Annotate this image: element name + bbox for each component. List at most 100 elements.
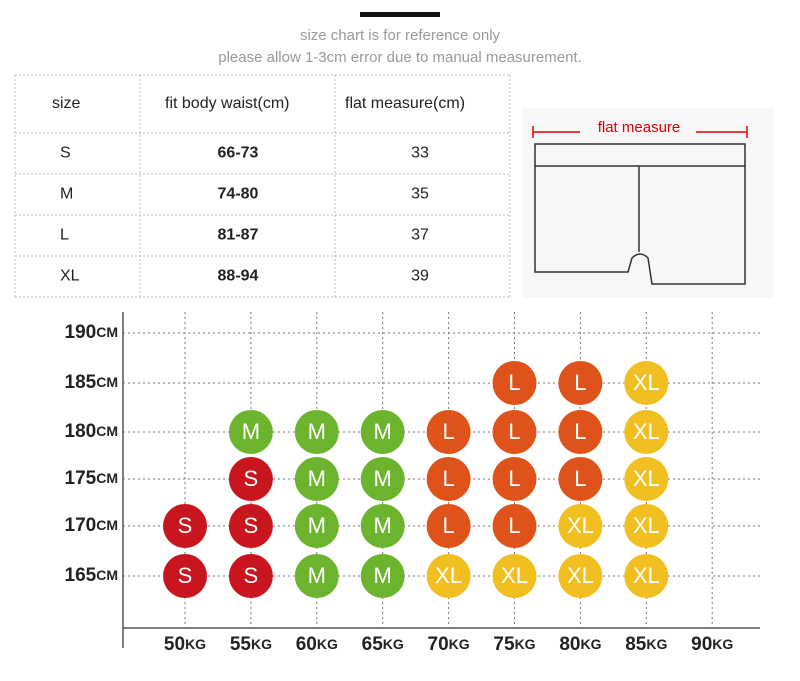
size-badge — [558, 554, 603, 598]
height-label: 165CM — [65, 565, 118, 586]
size-badge-label: L — [574, 466, 586, 491]
size-badge-label: M — [242, 419, 260, 444]
height-label: 185CM — [65, 372, 118, 393]
size-badge-label: L — [442, 513, 454, 538]
table-header: size — [52, 95, 81, 112]
weight-value: 60 — [296, 634, 317, 655]
size-badge — [294, 410, 339, 454]
size-badge-label: M — [308, 419, 326, 444]
height-label: 190CM — [65, 322, 118, 343]
table-header: flat measure(cm) — [345, 95, 465, 112]
size-badge-label: M — [374, 513, 392, 538]
table-cell: 37 — [411, 227, 429, 244]
size-badge-label: S — [244, 466, 259, 491]
size-badge — [492, 504, 537, 548]
size-badge-label: XL — [633, 370, 660, 395]
size-badge-label: L — [508, 370, 520, 395]
table-cell: 35 — [411, 186, 429, 203]
height-label: 180CM — [65, 421, 118, 442]
table-cell: 33 — [411, 145, 429, 162]
height-unit: CM — [96, 423, 118, 439]
table-cell: L — [60, 227, 69, 244]
size-badge-label: XL — [633, 419, 660, 444]
size-badge — [492, 410, 537, 454]
height-unit: CM — [96, 517, 118, 533]
size-badge-label: S — [178, 563, 193, 588]
size-badge-label: S — [244, 513, 259, 538]
weight-unit: KG — [251, 636, 272, 652]
size-badge — [426, 504, 471, 548]
weight-label: 55KG — [230, 634, 272, 655]
height-value: 185 — [65, 372, 97, 393]
height-unit: CM — [96, 470, 118, 486]
size-badge-label: S — [244, 563, 259, 588]
weight-label: 80KG — [559, 634, 601, 655]
weight-value: 65 — [362, 634, 384, 655]
size-badge-label: L — [574, 370, 586, 395]
size-badge — [228, 410, 273, 454]
weight-label: 85KG — [625, 634, 667, 655]
weight-unit: KG — [515, 636, 536, 652]
size-badge-label: M — [374, 563, 392, 588]
size-badge-label: L — [508, 466, 520, 491]
weight-unit: KG — [580, 636, 601, 652]
size-badge-label: XL — [633, 513, 660, 538]
weight-unit: KG — [383, 636, 404, 652]
size-badge-label: L — [442, 419, 454, 444]
size-badge — [228, 554, 273, 598]
weight-unit: KG — [317, 636, 338, 652]
weight-value: 80 — [559, 634, 580, 655]
top-bar — [360, 12, 440, 17]
weight-unit: KG — [449, 636, 470, 652]
size-badge — [360, 504, 405, 548]
size-badge — [426, 457, 471, 501]
size-badge-label: XL — [567, 513, 594, 538]
size-badge — [492, 361, 537, 405]
size-badge — [558, 361, 603, 405]
size-badge — [360, 410, 405, 454]
weight-unit: KG — [646, 636, 667, 652]
weight-value: 90 — [691, 634, 712, 655]
size-badge — [624, 554, 669, 598]
height-value: 165 — [65, 565, 97, 586]
size-badge-label: M — [374, 466, 392, 491]
table-cell: 74-80 — [218, 186, 259, 203]
weight-unit: KG — [712, 636, 733, 652]
size-badge — [360, 554, 405, 598]
note: please allow 1-3cm error due to manual m… — [218, 49, 582, 66]
height-label: 175CM — [65, 468, 118, 489]
size-badge — [163, 554, 207, 598]
size-badge-label: L — [574, 419, 586, 444]
table-cell: 39 — [411, 268, 429, 285]
weight-value: 75 — [493, 634, 515, 655]
size-badge-label: S — [178, 513, 193, 538]
table-cell: M — [60, 186, 73, 203]
table-cell: S — [60, 145, 71, 162]
size-badge — [228, 504, 273, 548]
size-badge-label: XL — [567, 563, 594, 588]
table-cell: 88-94 — [218, 268, 259, 285]
height-label: 170CM — [65, 515, 118, 536]
size-badge-label: M — [374, 419, 392, 444]
size-badge-label: XL — [633, 563, 660, 588]
size-badge — [624, 457, 669, 501]
diagram-label: flat measure — [598, 119, 681, 136]
height-unit: CM — [96, 324, 118, 340]
size-badge-label: M — [308, 466, 326, 491]
size-badge — [624, 361, 669, 405]
weight-value: 50 — [164, 634, 185, 655]
size-badge — [294, 504, 339, 548]
weight-unit: KG — [185, 636, 206, 652]
size-badge-label: L — [508, 513, 520, 538]
size-badge — [492, 457, 537, 501]
weight-value: 70 — [428, 634, 449, 655]
size-badge — [360, 457, 405, 501]
weight-label: 60KG — [296, 634, 338, 655]
table-cell: XL — [60, 268, 80, 285]
weight-value: 55 — [230, 634, 252, 655]
size-badge-label: XL — [501, 563, 528, 588]
size-badge — [426, 410, 471, 454]
note: size chart is for reference only — [300, 27, 501, 44]
size-badge-label: M — [308, 563, 326, 588]
